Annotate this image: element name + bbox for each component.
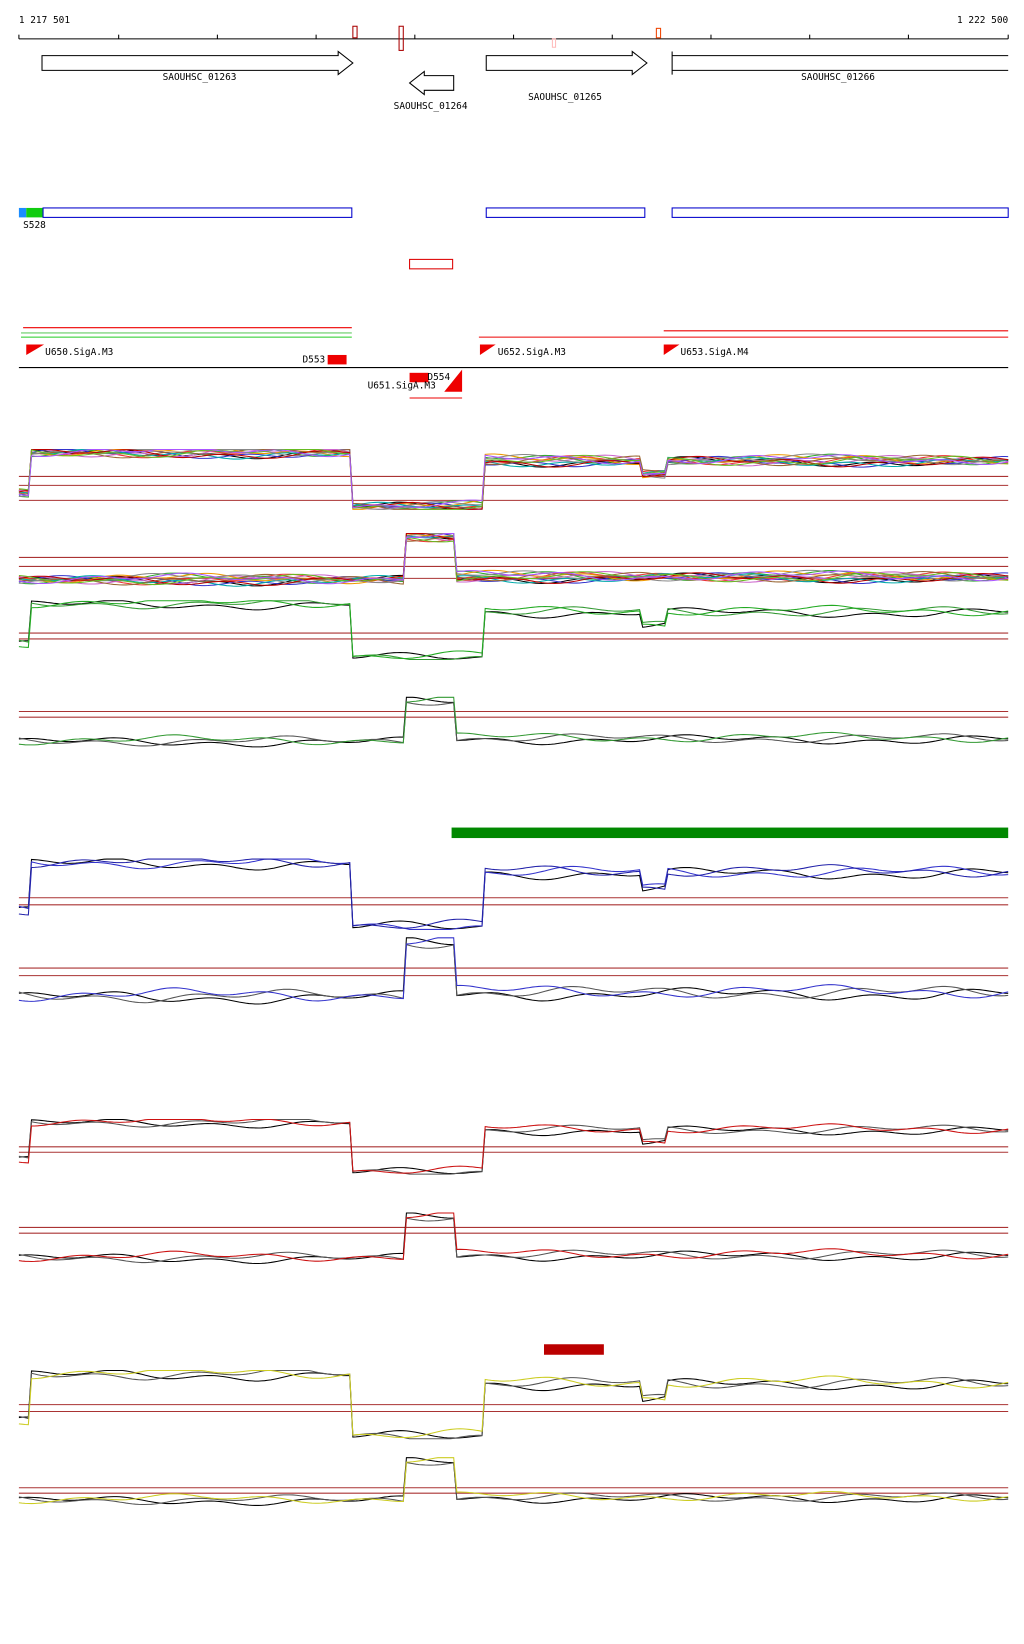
ruler xyxy=(18,34,1009,40)
profile-line xyxy=(18,1457,1009,1506)
segment xyxy=(26,207,44,218)
profile-line xyxy=(18,448,1009,510)
profile-line xyxy=(18,600,1009,660)
gene-arrow xyxy=(41,50,354,76)
coverage-lines xyxy=(18,327,1009,399)
gene-label: SAOUHSC_01263 xyxy=(163,72,237,83)
segment-label: S528 xyxy=(23,220,46,231)
promoter-flags xyxy=(26,344,680,392)
profile-line xyxy=(18,1462,1009,1506)
terminator-label: D554 xyxy=(427,372,450,383)
gene-arrow xyxy=(485,50,648,76)
profile-line xyxy=(18,532,1009,585)
profile-line xyxy=(18,448,1009,510)
profile-line xyxy=(18,1118,1009,1175)
browser-tracks: 1 217 501 1 222 500 SAOUHSC_01263 SAOUHS… xyxy=(18,15,1009,1506)
gene-box xyxy=(671,51,1009,75)
marker xyxy=(398,25,404,51)
profile-line xyxy=(18,1369,1009,1440)
profile-line xyxy=(18,937,1009,1005)
promoter-label: U650.SigA.M3 xyxy=(45,347,113,358)
profile-line xyxy=(18,1118,1009,1174)
terminator-label: D553 xyxy=(302,354,325,365)
profile-line xyxy=(18,701,1009,747)
promoter-label: U653.SigA.M4 xyxy=(681,347,750,358)
profile-line xyxy=(18,532,1009,584)
profile-line xyxy=(18,696,1009,746)
profile-line xyxy=(18,536,1009,586)
marker xyxy=(352,25,358,39)
profile-line xyxy=(18,943,1009,1004)
gene-arrow xyxy=(408,70,455,96)
profile-line xyxy=(18,448,1009,509)
profile-line xyxy=(18,696,1009,748)
segment xyxy=(409,258,454,270)
profile-line xyxy=(18,1457,1009,1505)
ruler-end: 1 222 500 xyxy=(957,15,1008,26)
highlight-bar xyxy=(544,1344,604,1355)
promoter-label: U652.SigA.M3 xyxy=(498,347,566,358)
promoter-label: U651.SigA.M3 xyxy=(368,381,436,392)
profile-line xyxy=(18,1369,1009,1439)
marker xyxy=(551,38,557,48)
segment xyxy=(18,207,27,218)
highlight-bar xyxy=(451,827,1009,839)
marker xyxy=(655,27,662,39)
profile-line xyxy=(18,1217,1009,1264)
profile-line xyxy=(18,533,1009,585)
segment xyxy=(671,207,1009,218)
profile-line xyxy=(18,858,1009,929)
profile-line xyxy=(18,858,1009,930)
profile-line xyxy=(18,600,1009,661)
profile-line xyxy=(18,532,1009,586)
profile-line xyxy=(18,1212,1009,1263)
segment xyxy=(485,207,646,218)
gene-label: SAOUHSC_01264 xyxy=(394,101,468,112)
profile-line xyxy=(18,937,1009,1002)
gene-label: SAOUHSC_01265 xyxy=(528,92,602,103)
ruler-start: 1 217 501 xyxy=(19,15,70,26)
gene-label: SAOUHSC_01266 xyxy=(801,72,875,83)
segment xyxy=(42,207,353,218)
profile-line xyxy=(18,1212,1009,1265)
